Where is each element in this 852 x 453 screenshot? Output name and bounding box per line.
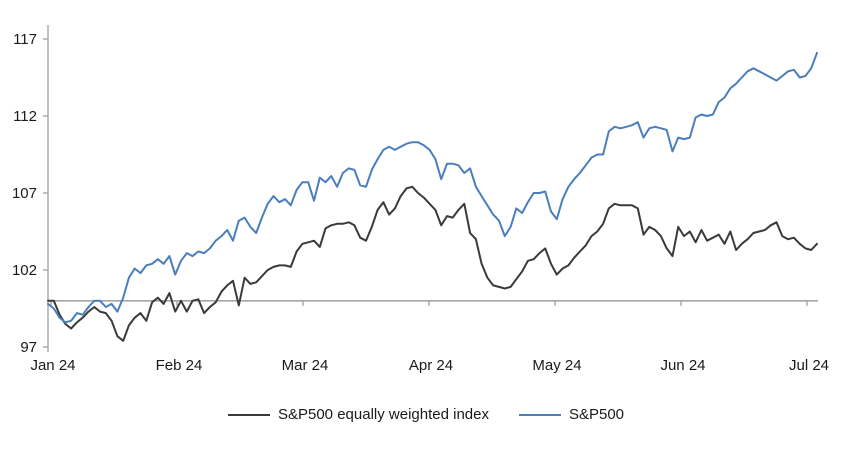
x-axis-label: Jul 24 — [789, 357, 829, 374]
x-axis-label: Mar 24 — [282, 357, 329, 374]
line-chart-canvas: 97 102 107 112 117 Jan 24 Feb 24 Mar 24 Apr 24 Ma… — [12, 25, 829, 374]
y-axis-label: 112 — [13, 108, 37, 125]
series-line-equal-weight — [47, 185, 818, 342]
y-axis-label: 97 — [20, 339, 37, 356]
legend-label-equal-weight: S&P500 equally weighted index — [277, 406, 489, 423]
x-axis-label: Apr 24 — [409, 357, 453, 374]
series-line-sp500 — [47, 51, 818, 324]
legend-label-sp500: S&P500 — [568, 406, 625, 423]
x-axis-label: Feb 24 — [156, 357, 203, 374]
x-axis-label: Jun 24 — [660, 357, 705, 374]
chart-legend: S&P500 equally weighted index S&P500 — [0, 406, 852, 423]
legend-line-swatch-equal-weight — [227, 413, 270, 416]
y-axis-label: 102 — [12, 262, 37, 279]
legend-line-swatch-sp500 — [518, 413, 561, 416]
x-axis-label: May 24 — [532, 357, 581, 374]
legend-item-sp500: S&P500 — [518, 406, 625, 423]
legend-item-equal-weight: S&P500 equally weighted index — [227, 406, 489, 423]
y-axis-label: 107 — [12, 185, 37, 202]
y-axis-label: 117 — [13, 31, 37, 48]
axes: 97 102 107 112 117 Jan 24 Feb 24 Mar 24 Apr 24 Ma… — [12, 25, 829, 374]
x-axis-label: Jan 24 — [30, 357, 75, 374]
